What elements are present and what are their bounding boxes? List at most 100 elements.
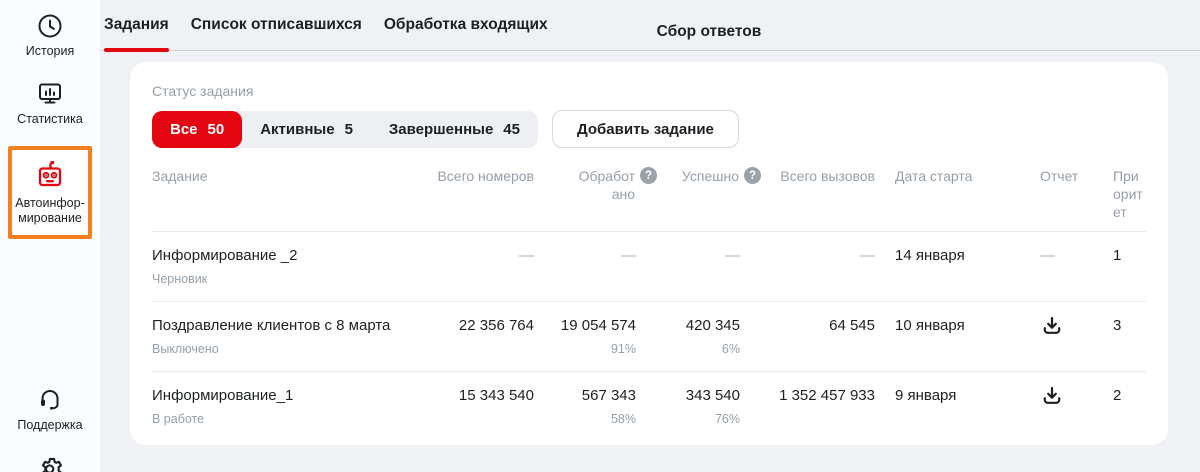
main-area: Задания Список отписавшихся Обработка вх… — [100, 0, 1200, 472]
help-icon[interactable]: ? — [744, 167, 761, 184]
sidebar-item-support[interactable]: Поддержка — [17, 386, 83, 433]
sidebar-item-label-line1: Автоинфор- — [15, 196, 85, 210]
sidebar-item-history[interactable]: История — [26, 12, 74, 59]
total-numbers-cell: — — [519, 247, 534, 264]
chip-label: Активные — [260, 120, 335, 138]
table-row[interactable]: Поздравление клиентов с 8 марта Выключен… — [152, 302, 1146, 372]
col-header-label: Обработано — [578, 168, 635, 202]
total-numbers-cell: 22 356 764 — [458, 317, 534, 334]
success-cell: 420 345 6% — [636, 316, 740, 356]
task-name: Информирование_1 — [152, 387, 294, 404]
col-header-success: Успешно ? — [636, 167, 761, 185]
download-report-icon[interactable] — [1040, 314, 1064, 338]
bar-chart-monitor-icon — [39, 83, 61, 104]
sidebar-item-statistics[interactable]: Статистика — [17, 80, 83, 127]
priority-cell: 1 — [1113, 247, 1122, 264]
help-icon[interactable]: ? — [640, 167, 657, 184]
col-header-processed: Обработано ? — [534, 167, 657, 203]
tab-label: Список отписавшихся — [190, 16, 362, 33]
col-header-total-calls: Всего вызовов — [740, 167, 875, 185]
processed-value: — — [621, 247, 636, 264]
col-header-label: Всего вызовов — [780, 168, 875, 184]
total-calls-cell: 1 352 457 933 — [779, 387, 875, 404]
sidebar: История Статистика Автоинфор- мирование — [0, 0, 100, 472]
total-calls-cell: 64 545 — [829, 317, 875, 334]
processed-value: 567 343 — [581, 387, 636, 404]
col-header-total-numbers: Всего номеров — [432, 167, 534, 185]
download-report-icon[interactable] — [1040, 384, 1064, 408]
robot-icon — [38, 161, 62, 187]
filter-chip-all[interactable]: Все 50 — [152, 110, 243, 148]
task-cell: Информирование _2 Черновик — [152, 246, 432, 286]
col-header-label: Приоритет — [1113, 168, 1143, 220]
tasks-card: Статус задания Все 50 Активные 5 Заверше… — [130, 62, 1168, 445]
start-date-cell: 9 января — [895, 387, 957, 404]
success-value: — — [725, 247, 740, 264]
priority-cell: 2 — [1113, 387, 1122, 404]
success-cell: — — [636, 246, 740, 266]
col-header-priority: Приоритет — [1105, 167, 1146, 221]
total-numbers-cell: 15 343 540 — [458, 387, 534, 404]
sidebar-item-autoinforming[interactable]: Автоинфор- мирование — [8, 146, 92, 239]
sidebar-item-settings[interactable]: Настройки — [19, 455, 80, 472]
start-date-cell: 14 января — [895, 247, 965, 264]
chip-label: Завершенные — [388, 120, 494, 138]
total-calls-cell: — — [860, 247, 875, 264]
sidebar-item-label-line2: мирование — [18, 211, 82, 225]
task-cell: Поздравление клиентов с 8 марта Выключен… — [152, 316, 432, 356]
task-status: Выключено — [152, 342, 219, 356]
table-row[interactable]: Информирование _2 Черновик — — — — 14 ян… — [152, 232, 1146, 302]
sidebar-item-label: Статистика — [17, 112, 83, 126]
success-percent: 76% — [714, 412, 740, 426]
col-header-report: Отчет — [1040, 168, 1079, 184]
table-header: Задание Всего номеров Обработано ? Успеш… — [152, 165, 1146, 232]
chip-label: Все — [170, 120, 198, 138]
col-header-label: Успешно — [681, 168, 739, 184]
task-name: Поздравление клиентов с 8 марта — [152, 317, 391, 334]
headset-icon — [41, 390, 59, 410]
report-cell: — — [1040, 247, 1055, 264]
tab-unsubscribed-list[interactable]: Список отписавшихся — [191, 0, 362, 51]
col-header-start-date: Дата старта — [895, 168, 973, 184]
gear-icon — [41, 457, 63, 472]
chip-count: 5 — [344, 120, 353, 138]
task-cell: Информирование_1 В работе — [152, 386, 432, 426]
filters-row: Все 50 Активные 5 Завершенные 45 Добавит… — [152, 110, 1146, 148]
processed-percent: 58% — [610, 412, 636, 426]
success-value: 343 540 — [685, 387, 740, 404]
success-cell: 343 540 76% — [636, 386, 740, 426]
tab-incoming-processing[interactable]: Обработка входящих — [384, 0, 548, 51]
chip-count: 45 — [503, 120, 520, 138]
task-status-filter-label: Статус задания — [152, 83, 254, 99]
col-header-label: Всего номеров — [437, 168, 534, 184]
task-status: Черновик — [152, 272, 208, 286]
sidebar-item-label: Поддержка — [17, 418, 83, 432]
tab-label: Задания — [104, 16, 169, 33]
filter-chip-active[interactable]: Активные 5 — [242, 111, 371, 148]
processed-cell: 19 054 574 91% — [534, 316, 636, 356]
tab-bar: Задания Список отписавшихся Обработка вх… — [100, 0, 1200, 52]
success-value: 420 345 — [685, 317, 740, 334]
processed-cell: — — [534, 246, 636, 266]
tab-label: Обработка входящих — [383, 16, 548, 33]
filter-chip-completed[interactable]: Завершенные 45 — [371, 111, 538, 148]
report-cell — [1030, 316, 1105, 338]
success-percent: 6% — [721, 342, 740, 356]
status-filter-group: Все 50 Активные 5 Завершенные 45 — [152, 110, 538, 148]
clock-icon — [38, 14, 62, 38]
task-status: В работе — [152, 412, 205, 426]
tab-answers-collection[interactable]: Сбор ответов — [657, 0, 762, 51]
processed-cell: 567 343 58% — [534, 386, 636, 426]
processed-value: 19 054 574 — [560, 317, 636, 334]
report-cell — [1030, 386, 1105, 408]
task-name: Информирование _2 — [152, 247, 298, 264]
col-header-task: Задание — [152, 168, 208, 184]
tab-tasks[interactable]: Задания — [104, 0, 169, 52]
priority-cell: 3 — [1113, 317, 1122, 334]
add-task-button[interactable]: Добавить задание — [551, 110, 739, 148]
processed-percent: 91% — [610, 342, 636, 356]
tab-label: Сбор ответов — [656, 22, 762, 40]
chip-count: 50 — [207, 120, 225, 138]
sidebar-item-label: История — [25, 44, 75, 58]
table-row[interactable]: Информирование_1 В работе 15 343 540 567… — [152, 372, 1146, 441]
